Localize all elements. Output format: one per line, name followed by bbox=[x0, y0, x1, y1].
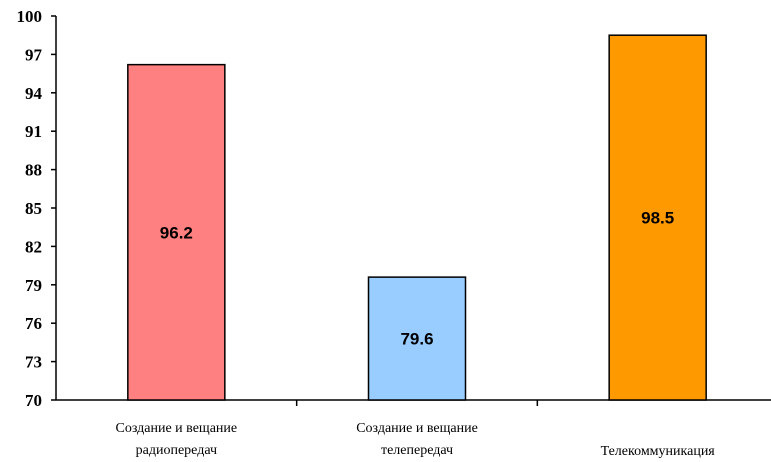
data-label: 79.6 bbox=[400, 330, 433, 349]
y-tick-label: 79 bbox=[25, 276, 42, 295]
bar bbox=[367, 276, 467, 401]
chart-labels: 96.2 Создание и вещание радиопередач 79.6 Со… bbox=[116, 209, 716, 459]
data-label: 96.2 bbox=[160, 223, 193, 242]
y-tick-label: 88 bbox=[25, 161, 42, 180]
x-tick-label: Телекоммуникация bbox=[601, 444, 716, 459]
x-tick-label: Создание и вещание bbox=[356, 421, 478, 436]
chart-bars bbox=[127, 34, 707, 401]
y-tick-label: 100 bbox=[17, 7, 43, 26]
y-tick-label: 94 bbox=[25, 84, 43, 103]
x-tick-label: Создание и вещание bbox=[116, 421, 238, 436]
bar bbox=[608, 34, 707, 401]
y-tick-label: 76 bbox=[25, 314, 42, 333]
y-tick-label: 91 bbox=[25, 122, 42, 141]
bar bbox=[127, 63, 226, 401]
y-tick-label: 73 bbox=[25, 353, 42, 372]
y-tick-label: 85 bbox=[25, 199, 42, 218]
y-tick-label: 97 bbox=[25, 45, 43, 64]
y-tick-label: 82 bbox=[25, 237, 42, 256]
x-tick-label: телепередач bbox=[381, 443, 453, 458]
x-tick-label: радиопередач bbox=[136, 443, 217, 458]
data-label: 98.5 bbox=[641, 209, 674, 228]
y-tick-label: 70 bbox=[25, 391, 42, 410]
